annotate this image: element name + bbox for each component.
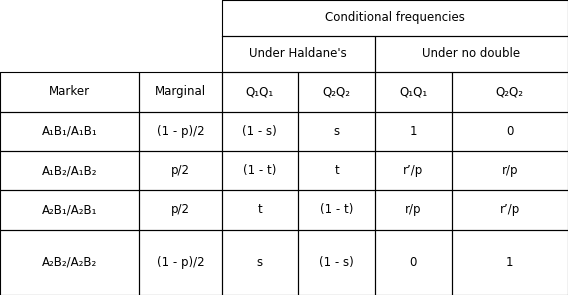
Text: s: s [257,256,263,269]
Text: r/p: r/p [502,164,518,177]
Text: r’/p: r’/p [403,164,423,177]
Text: Marker: Marker [49,85,90,98]
Text: (1 - p)/2: (1 - p)/2 [157,125,204,138]
Text: Under Haldane's: Under Haldane's [249,47,347,60]
Text: Q₂Q₂: Q₂Q₂ [496,85,524,98]
Text: Q₂Q₂: Q₂Q₂ [323,85,350,98]
Text: 0: 0 [506,125,513,138]
Text: (1 - p)/2: (1 - p)/2 [157,256,204,269]
Text: A₂B₁/A₂B₁: A₂B₁/A₂B₁ [42,203,97,217]
Text: p/2: p/2 [171,164,190,177]
Text: A₁B₁/A₁B₁: A₁B₁/A₁B₁ [41,125,98,138]
Text: (1 - s): (1 - s) [319,256,354,269]
Text: Conditional frequencies: Conditional frequencies [325,12,465,24]
Text: s: s [333,125,340,138]
Text: (1 - t): (1 - t) [243,164,277,177]
Text: p/2: p/2 [171,203,190,217]
Text: (1 - t): (1 - t) [320,203,353,217]
Text: 0: 0 [410,256,417,269]
Text: Q₁Q₁: Q₁Q₁ [399,85,427,98]
Text: t: t [334,164,339,177]
Text: A₁B₂/A₁B₂: A₁B₂/A₁B₂ [42,164,97,177]
Text: (1 - s): (1 - s) [243,125,277,138]
Text: Q₁Q₁: Q₁Q₁ [246,85,274,98]
Text: r’/p: r’/p [500,203,520,217]
Text: r/p: r/p [405,203,421,217]
Text: t: t [257,203,262,217]
Text: A₂B₂/A₂B₂: A₂B₂/A₂B₂ [42,256,97,269]
Text: 1: 1 [410,125,417,138]
Text: Marginal: Marginal [154,85,206,98]
Text: 1: 1 [506,256,513,269]
Text: Under no double: Under no double [423,47,520,60]
